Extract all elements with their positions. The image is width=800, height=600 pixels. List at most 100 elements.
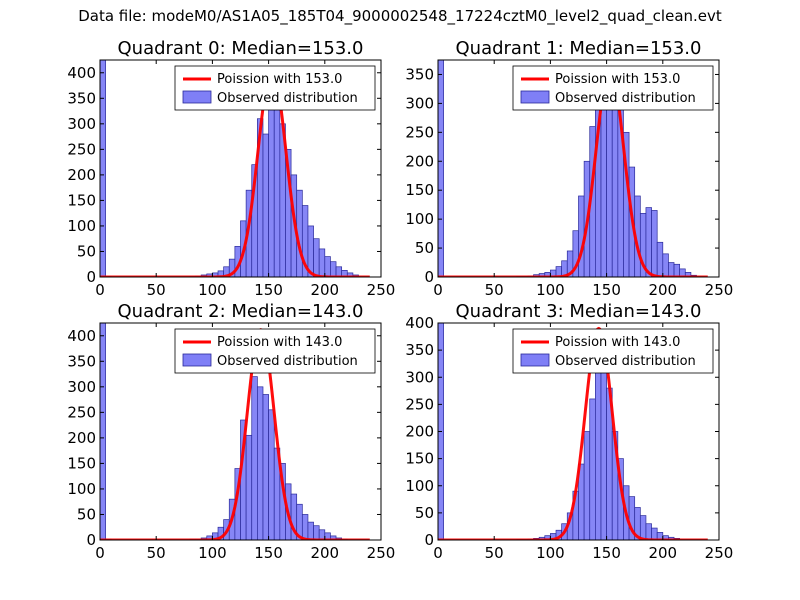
x-tick-label: 250 (705, 544, 734, 562)
histogram-bar (668, 262, 675, 277)
y-tick-label: 250 (67, 140, 96, 158)
poisson-curve (438, 326, 709, 540)
axes-frame (99, 59, 382, 278)
histogram-bar (262, 394, 269, 540)
quadrant-3-plot: 0 50 100 150 200 250 0 50 100 150 200 250 300 350 400 Q… (405, 301, 733, 562)
y-tick-label: 350 (67, 352, 96, 370)
quadrant-title: Quadrant 1: Median=153.0 (456, 38, 702, 59)
histogram-bar (335, 266, 343, 277)
axes-frame (99, 322, 382, 541)
histogram-bar (600, 366, 607, 540)
y-tick-label: 400 (67, 327, 96, 345)
y-tick-label: 100 (67, 217, 96, 235)
legend-bar-swatch (182, 353, 212, 367)
x-tick-label: 50 (147, 544, 166, 562)
y-tick-label: 400 (405, 314, 434, 332)
x-tick-label: 0 (433, 281, 443, 299)
x-tick-label: 50 (485, 281, 504, 299)
x-tick-label: 250 (367, 281, 396, 299)
histogram-bar (307, 521, 314, 540)
quadrant-0-plot: 0 50 100 150 200 250 0 50 100 150 200 250 300 350 400 Q… (67, 38, 395, 299)
y-tick-label: 200 (405, 423, 434, 441)
histogram-bar (651, 527, 658, 540)
histogram-bar (639, 515, 647, 540)
x-tick-label: 50 (147, 281, 166, 299)
x-tick-label: 0 (433, 544, 443, 562)
quadrant-title: Quadrant 3: Median=143.0 (456, 301, 702, 322)
y-tick-label: 50 (415, 504, 434, 522)
legend-bar-swatch (520, 353, 550, 367)
x-tick-label: 0 (95, 544, 105, 562)
quadrant-2-plot: 0 50 100 150 200 250 0 50 100 150 200 250 300 350 400 Q… (67, 301, 395, 562)
histogram-bar (100, 323, 106, 540)
y-tick-label: 150 (405, 450, 434, 468)
histogram-bar (330, 261, 337, 277)
x-tick-label: 150 (254, 281, 283, 299)
x-tick-label: 100 (536, 544, 565, 562)
legend-bar-swatch (520, 90, 550, 104)
y-tick-label: 250 (405, 123, 434, 141)
y-tick-label: 200 (67, 429, 96, 447)
histogram-bar (645, 523, 652, 540)
histogram-bar (318, 529, 326, 540)
y-tick-label: 0 (86, 531, 96, 549)
y-tick-label: 250 (67, 403, 96, 421)
y-tick-label: 400 (67, 64, 96, 82)
legend-label: Poission with 153.0 (555, 72, 680, 87)
histogram-bar (438, 60, 444, 277)
legend-label: Poission with 143.0 (217, 335, 342, 350)
y-tick-label: 100 (405, 210, 434, 228)
y-tick-label: 350 (405, 341, 434, 359)
y-tick-label: 300 (67, 115, 96, 133)
histogram-bar (595, 360, 602, 540)
histogram-bar (268, 409, 275, 540)
x-tick-label: 250 (705, 281, 734, 299)
histogram-bar (324, 256, 331, 277)
x-tick-label: 0 (95, 281, 105, 299)
y-tick-label: 200 (67, 166, 96, 184)
x-tick-label: 150 (592, 281, 621, 299)
x-tick-label: 100 (198, 544, 227, 562)
y-tick-label: 0 (424, 268, 434, 286)
histogram-bar (583, 431, 591, 540)
legend-bar-swatch (182, 90, 212, 104)
y-tick-label: 50 (77, 505, 96, 523)
legend-label: Observed distribution (555, 354, 696, 369)
plot-data (100, 60, 371, 277)
histogram-bar (251, 376, 258, 540)
histogram-bar (262, 133, 269, 277)
histogram-bar (651, 210, 658, 277)
histogram-bar (656, 241, 664, 277)
histogram-bar (268, 97, 275, 277)
histogram-bar (273, 108, 281, 277)
legend-label: Observed distribution (555, 91, 696, 106)
y-tick-label: 300 (405, 94, 434, 112)
y-tick-label: 150 (405, 181, 434, 199)
histogram-bar (245, 434, 253, 540)
y-tick-label: 150 (67, 454, 96, 472)
y-tick-label: 150 (67, 191, 96, 209)
histogram-bar (301, 514, 309, 540)
legend-label: Observed distribution (217, 354, 358, 369)
histogram-bar (606, 82, 613, 277)
quadrant-title: Quadrant 2: Median=143.0 (118, 301, 364, 322)
y-tick-label: 50 (77, 242, 96, 260)
x-tick-label: 200 (648, 281, 677, 299)
histogram-bar (645, 207, 652, 277)
histogram-bar (662, 253, 669, 277)
y-tick-label: 100 (67, 480, 96, 498)
x-tick-label: 50 (485, 544, 504, 562)
y-tick-label: 250 (405, 395, 434, 413)
histogram-bar (589, 398, 596, 540)
histogram-bar (318, 248, 326, 277)
y-tick-label: 350 (67, 89, 96, 107)
x-tick-label: 100 (198, 281, 227, 299)
y-tick-label: 200 (405, 152, 434, 170)
legend-label: Poission with 153.0 (217, 72, 342, 87)
y-tick-label: 100 (405, 477, 434, 495)
x-tick-label: 150 (592, 544, 621, 562)
x-tick-label: 200 (648, 544, 677, 562)
y-tick-label: 0 (424, 531, 434, 549)
y-tick-label: 300 (67, 378, 96, 396)
